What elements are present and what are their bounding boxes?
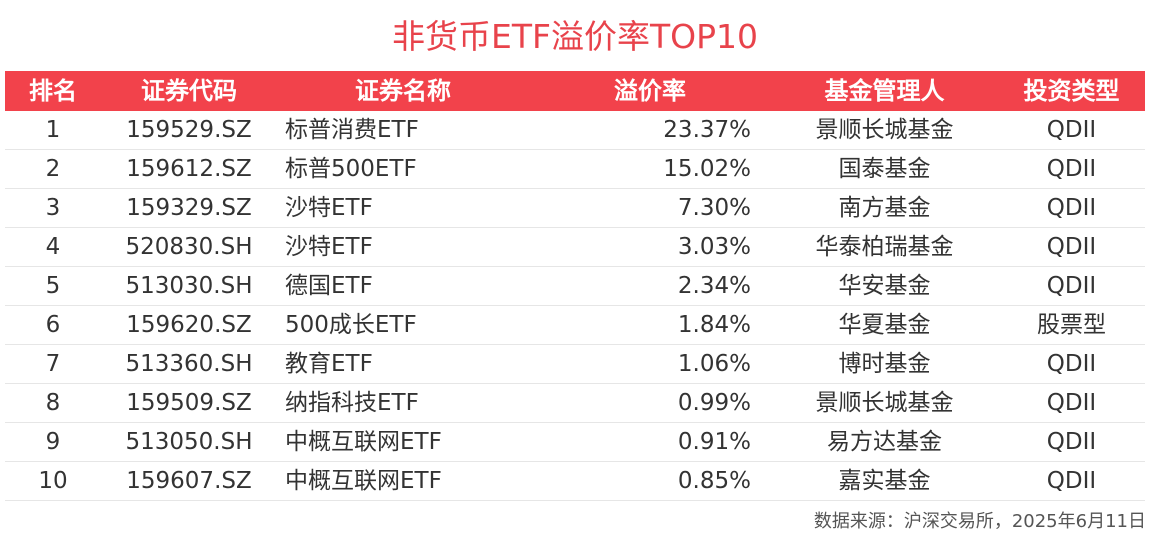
cell-type: QDII [998,461,1145,501]
table-row: 8 159509.SZ 纳指科技ETF 0.99% 景顺长城基金 QDII [5,383,1145,423]
cell-code: 513360.SH [101,344,277,384]
cell-premium: 0.91% [529,422,771,462]
cell-code: 159329.SZ [101,188,277,228]
cell-rank: 9 [5,422,101,462]
cell-manager: 南方基金 [771,188,998,228]
cell-rank: 3 [5,188,101,228]
data-source-note: 数据来源：沪深交易所，2025年6月11日 [813,511,1146,532]
cell-code: 513050.SH [101,422,277,462]
cell-code: 159509.SZ [101,383,277,423]
cell-manager: 嘉实基金 [771,461,998,501]
cell-type: 股票型 [998,305,1145,345]
cell-type: QDII [998,188,1145,228]
header-code: 证券代码 [101,71,277,111]
cell-premium: 7.30% [529,188,771,228]
cell-manager: 博时基金 [771,344,998,384]
cell-premium: 2.34% [529,266,771,306]
header-rank: 排名 [5,71,101,111]
table-row: 6 159620.SZ 500成长ETF 1.84% 华夏基金 股票型 [5,305,1145,345]
cell-rank: 2 [5,149,101,189]
cell-name: 中概互联网ETF [277,422,529,462]
cell-premium: 0.85% [529,461,771,501]
cell-code: 159612.SZ [101,149,277,189]
cell-type: QDII [998,227,1145,267]
table-row: 4 520830.SH 沙特ETF 3.03% 华泰柏瑞基金 QDII [5,227,1145,267]
cell-code: 520830.SH [101,227,277,267]
cell-type: QDII [998,344,1145,384]
cell-rank: 6 [5,305,101,345]
cell-premium: 15.02% [529,149,771,189]
cell-name: 沙特ETF [277,188,529,228]
cell-rank: 1 [5,111,101,150]
cell-premium: 3.03% [529,227,771,267]
cell-type: QDII [998,266,1145,306]
cell-name: 教育ETF [277,344,529,384]
cell-premium: 0.99% [529,383,771,423]
etf-premium-table: 排名 证券代码 证券名称 溢价率 基金管理人 投资类型 1 159529.SZ … [5,71,1145,501]
cell-type: QDII [998,422,1145,462]
table-header-row: 排名 证券代码 证券名称 溢价率 基金管理人 投资类型 [5,71,1145,111]
cell-premium: 1.84% [529,305,771,345]
cell-premium: 23.37% [529,111,771,150]
table-row: 7 513360.SH 教育ETF 1.06% 博时基金 QDII [5,344,1145,384]
cell-name: 标普500ETF [277,149,529,189]
cell-type: QDII [998,111,1145,150]
cell-premium: 1.06% [529,344,771,384]
page-title: 非货币ETF溢价率TOP10 [391,17,758,56]
table-row: 2 159612.SZ 标普500ETF 15.02% 国泰基金 QDII [5,149,1145,189]
cell-manager: 华泰柏瑞基金 [771,227,998,267]
cell-type: QDII [998,383,1145,423]
cell-rank: 4 [5,227,101,267]
cell-name: 标普消费ETF [277,111,529,150]
cell-manager: 国泰基金 [771,149,998,189]
cell-manager: 华安基金 [771,266,998,306]
header-name: 证券名称 [277,71,529,111]
cell-type: QDII [998,149,1145,189]
cell-name: 中概互联网ETF [277,461,529,501]
cell-manager: 易方达基金 [771,422,998,462]
header-premium: 溢价率 [529,71,771,111]
cell-code: 159607.SZ [101,461,277,501]
cell-name: 沙特ETF [277,227,529,267]
cell-name: 纳指科技ETF [277,383,529,423]
table-row: 5 513030.SH 德国ETF 2.34% 华安基金 QDII [5,266,1145,306]
table-row: 3 159329.SZ 沙特ETF 7.30% 南方基金 QDII [5,188,1145,228]
cell-manager: 景顺长城基金 [771,111,998,150]
cell-rank: 5 [5,266,101,306]
cell-manager: 华夏基金 [771,305,998,345]
cell-rank: 10 [5,461,101,501]
cell-code: 159620.SZ [101,305,277,345]
cell-name: 德国ETF [277,266,529,306]
cell-rank: 7 [5,344,101,384]
cell-manager: 景顺长城基金 [771,383,998,423]
table-row: 1 159529.SZ 标普消费ETF 23.37% 景顺长城基金 QDII [5,111,1145,150]
table-row: 10 159607.SZ 中概互联网ETF 0.85% 嘉实基金 QDII [5,461,1145,501]
table-row: 9 513050.SH 中概互联网ETF 0.91% 易方达基金 QDII [5,422,1145,462]
header-type: 投资类型 [998,71,1145,111]
cell-code: 513030.SH [101,266,277,306]
cell-name: 500成长ETF [277,305,529,345]
cell-rank: 8 [5,383,101,423]
cell-code: 159529.SZ [101,111,277,150]
header-manager: 基金管理人 [771,71,998,111]
